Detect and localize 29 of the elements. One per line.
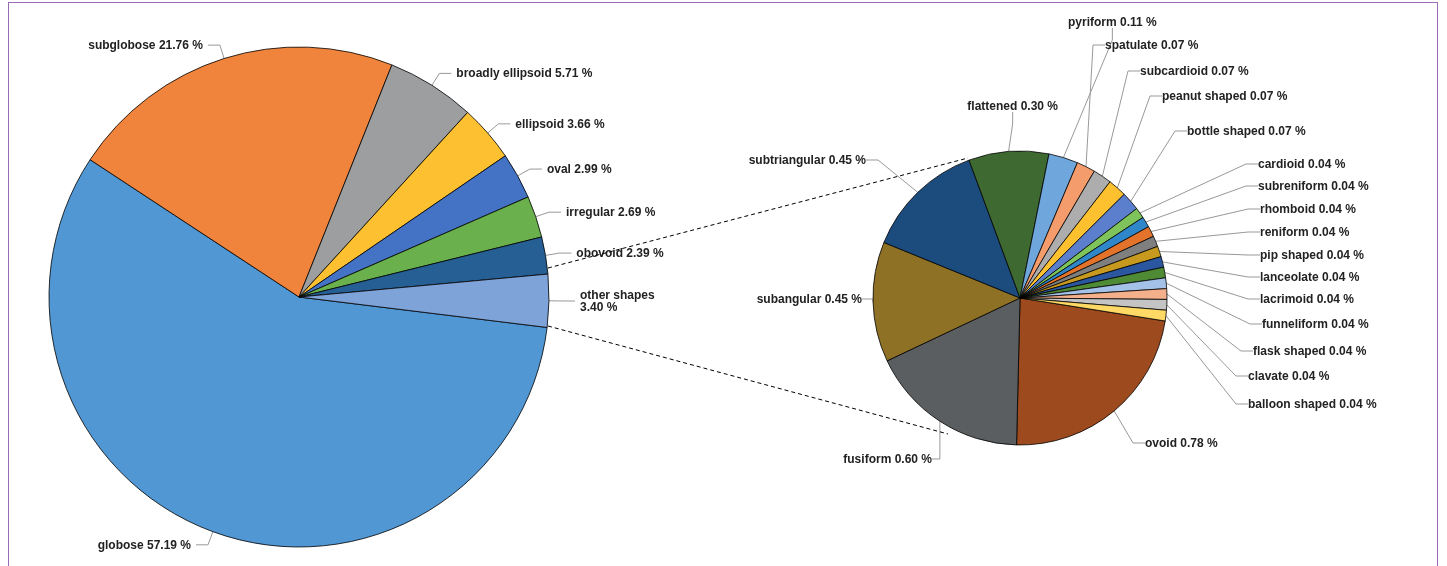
slice-label: spatulate 0.07 % (1105, 38, 1199, 52)
slice-label: subcardioid 0.07 % (1140, 64, 1250, 78)
slice-label: funneliform 0.04 % (1262, 317, 1370, 331)
slice-label: lacrimoid 0.04 % (1260, 292, 1355, 306)
slice-label: fusiform 0.60 % (843, 452, 933, 466)
slice-label: bottle shaped 0.07 % (1187, 124, 1307, 138)
slice-label: globose 57.19 % (97, 537, 192, 552)
slice-label: subreniform 0.04 % (1258, 179, 1370, 193)
slice-label: other shapes (579, 288, 658, 302)
slice-label: ovoid 0.78 % (1145, 436, 1219, 450)
slice-label: irregular 2.69 % (566, 205, 656, 220)
slice-label: cardioid 0.04 % (1258, 157, 1346, 171)
slice-label: flask shaped 0.04 % (1253, 344, 1367, 358)
slice-label: ellipsoid 3.66 % (515, 116, 605, 131)
slice-label: balloon shaped 0.04 % (1248, 397, 1378, 411)
slice-label: subtriangular 0.45 % (748, 153, 867, 167)
data-label: 3.40 % (579, 300, 618, 314)
slice-label: subangular 0.45 % (756, 292, 863, 306)
slice-label: rhomboid 0.04 % (1260, 202, 1357, 216)
slice-label: pip shaped 0.04 % (1260, 248, 1365, 262)
slice-label: subglobose 21.76 % (88, 38, 204, 53)
slice-label: lanceolate 0.04 % (1260, 270, 1360, 284)
slice-label: flattened 0.30 % (967, 99, 1059, 113)
slice-label: reniform 0.04 % (1260, 225, 1350, 239)
slice-label: broadly ellipsoid 5.71 % (456, 66, 593, 81)
slice-label: peanut shaped 0.07 % (1162, 89, 1288, 103)
slice-label: clavate 0.04 % (1248, 369, 1330, 383)
slice-label: pyriform 0.11 % (1068, 15, 1158, 29)
slice-label: oval 2.99 % (546, 162, 612, 177)
